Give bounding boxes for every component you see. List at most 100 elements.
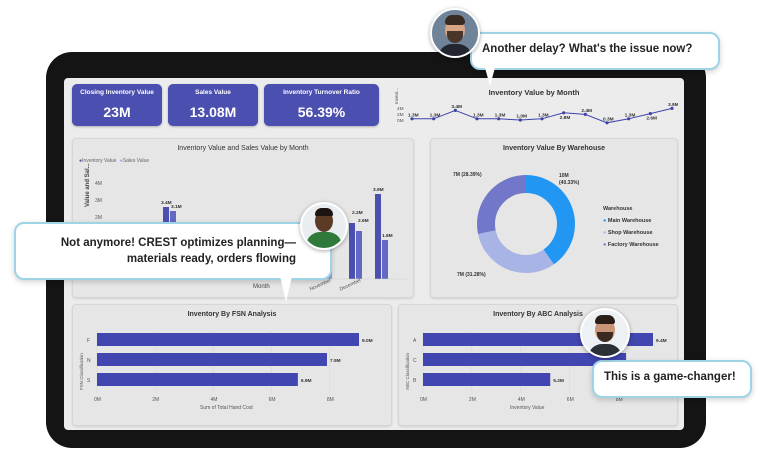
point-label: 2.8M [560, 115, 571, 121]
donut-chart[interactable] [471, 169, 581, 279]
bar[interactable] [375, 194, 381, 279]
point-label: 0.3M [603, 116, 614, 122]
bar[interactable] [97, 373, 298, 386]
kpi-value: 56.39% [297, 104, 346, 120]
kpi-title: Sales Value [195, 89, 231, 96]
chart-title: Inventory Value by Month [488, 88, 580, 97]
kpi-sales-value[interactable]: Sales Value 13.08M [168, 84, 258, 126]
bar[interactable] [97, 353, 327, 366]
x-tick: 8M [616, 397, 623, 403]
donut-slice-shop[interactable] [477, 175, 575, 273]
x-tick: 8M [327, 397, 334, 403]
y-tick: 4M [95, 181, 102, 187]
kpi-value: 23M [103, 104, 131, 120]
kpi-turnover-ratio[interactable]: Inventory Turnover Ratio 56.39% [264, 84, 379, 126]
legend-item[interactable]: ● Main Warehouse [603, 218, 652, 224]
data-label: 6.9M [301, 378, 312, 384]
category-label: C [413, 358, 417, 364]
line-point[interactable] [605, 121, 609, 125]
point-label: 1.3M [408, 112, 419, 118]
fsn-analysis-panel[interactable]: Inventory By FSN Analysis FSN Classifica… [72, 304, 392, 426]
legend-inventory: Inventory Value [82, 158, 117, 164]
line-point[interactable] [648, 112, 652, 116]
speech-bubble-left: Not anymore! CREST optimizes planning— m… [14, 222, 332, 280]
y-tick: 2M [397, 113, 404, 118]
point-label: 3.9M [668, 102, 678, 108]
legend-sales: Sales Value [122, 158, 150, 164]
point-label: 1.3M [473, 112, 484, 118]
label-pct: (40.33%) [559, 180, 580, 186]
x-tick: 6M [567, 397, 574, 403]
donut-legend: Warehouse ● Main Warehouse ● Shop Wareho… [603, 203, 659, 251]
legend-item[interactable]: ● Shop Warehouse [603, 230, 653, 236]
bar[interactable] [423, 353, 627, 366]
point-label: 2.6M [646, 116, 657, 122]
line-point[interactable] [453, 108, 457, 112]
bar[interactable] [97, 333, 359, 346]
category-label: N [87, 358, 91, 364]
y-axis-label: Invent... [394, 87, 399, 104]
chart-legend: ●Inventory Value ●Sales Value [79, 158, 150, 164]
x-axis-label: Month [253, 284, 270, 290]
kpi-value: 13.08M [189, 104, 237, 120]
line-point[interactable] [562, 111, 566, 115]
kpi-closing-inventory[interactable]: Closing Inventory Value 23M [72, 84, 162, 126]
kpi-title: Inventory Turnover Ratio [283, 89, 360, 96]
line-point[interactable] [497, 117, 501, 121]
label-value: 10M [559, 173, 569, 179]
line-plot: 1.3M 1.3M 3.4M 1.3M 1.3M 1.0M 1.3M 2.8M 2.4M 0.3M… [408, 102, 678, 125]
data-label: 9.4M [656, 338, 667, 344]
line-point[interactable] [518, 118, 522, 122]
category-label: A [413, 338, 417, 344]
y-tick: 0M [397, 119, 404, 124]
legend-item[interactable]: ● Factory Warehouse [603, 242, 659, 248]
x-axis-label: Sum of Total Hand Cost [200, 405, 253, 411]
x-tick: 2M [152, 397, 159, 403]
point-label: 1.3M [625, 112, 636, 118]
donut-slice-factory[interactable] [477, 175, 575, 273]
data-label: 1.8M [382, 233, 393, 239]
y-axis-label: Value and Sal... [85, 163, 91, 207]
y-tick: 3M [95, 198, 102, 204]
category-label: S [87, 378, 91, 384]
chart-title: Inventory By FSN Analysis [187, 311, 277, 318]
avatar-man-glasses [580, 308, 630, 358]
point-label: 1.0M [516, 114, 527, 120]
line-point[interactable] [540, 117, 544, 121]
line-point[interactable] [627, 117, 631, 121]
point-label: 1.3M [538, 112, 549, 118]
x-tick: 4M [518, 397, 525, 403]
point-label: 1.3M [430, 112, 441, 118]
bubble-line: Not anymore! CREST optimizes planning— [60, 237, 296, 249]
speech-bubble-right: This is a game-changer! [592, 360, 752, 398]
x-tick: 0M [94, 397, 101, 403]
x-tick: 4M [210, 397, 217, 403]
data-label: 7.9M [330, 358, 341, 364]
chart-title: Inventory Value By Warehouse [502, 145, 606, 152]
legend-label: Factory Warehouse [607, 242, 659, 248]
point-label: 1.3M [495, 112, 506, 118]
avatar-man-beard [430, 8, 480, 58]
data-label: 3.9M [373, 187, 384, 193]
bar[interactable] [382, 240, 388, 279]
inventory-by-warehouse-panel[interactable]: Inventory Value By Warehouse 10M (40.33%… [430, 138, 678, 298]
bubble-text: This is a game-changer! [604, 371, 736, 383]
line-point[interactable] [670, 106, 674, 110]
line-point[interactable] [432, 117, 436, 121]
bar[interactable] [423, 373, 551, 386]
kpi-title: Closing Inventory Value [80, 89, 154, 96]
legend-title: Warehouse [603, 206, 633, 212]
y-axis-label: FSN Classification [79, 353, 84, 390]
line-point[interactable] [410, 117, 414, 121]
data-label: 5.2M [553, 378, 564, 384]
bar[interactable] [356, 231, 362, 279]
y-tick: 4M [397, 107, 404, 112]
donut-label-main: 10M (40.33%) [559, 173, 579, 187]
donut-label-factory: 7M (28.39%) [453, 172, 482, 178]
line-point[interactable] [583, 112, 587, 116]
inventory-by-month-chart[interactable]: Inventory Value by Month Invent... 4M 2M… [390, 82, 678, 128]
bubble-line: materials ready, orders flowing [126, 253, 296, 265]
fsn-bar-plot: 0M 2M 4M 6M 8M F 9.0M N 7.9M S 6.9M Sum of Total Ha… [87, 331, 373, 411]
bar[interactable] [349, 223, 355, 279]
line-point[interactable] [475, 117, 479, 121]
